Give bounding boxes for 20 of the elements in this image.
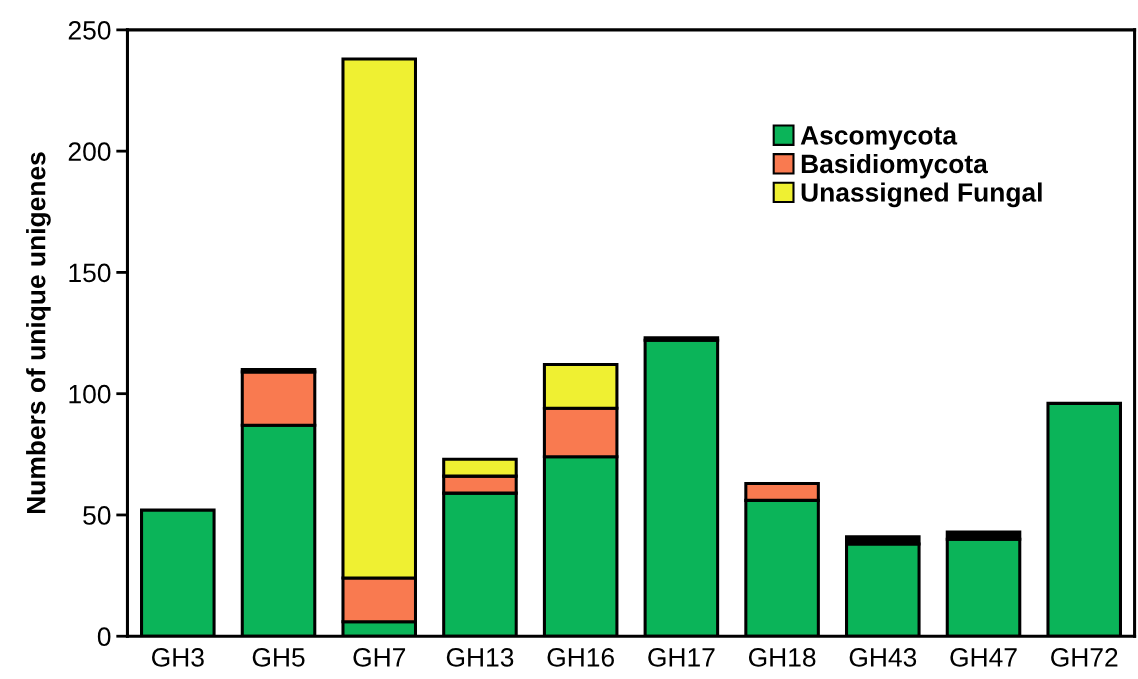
x-tick-label: GH47 <box>950 648 1017 667</box>
x-tick-label: GH43 <box>849 648 917 667</box>
legend-label: Unassigned Fungal <box>801 182 1042 208</box>
legend-label: Basidiomycota <box>801 153 988 179</box>
y-tick-label: 150 <box>69 263 111 283</box>
y-axis-title: Numbers of unique unigenes <box>26 152 51 514</box>
x-tick-label: GH13 <box>446 648 514 667</box>
x-tick-label: GH7 <box>353 648 406 667</box>
y-tick-label: 50 <box>83 506 111 525</box>
x-tick-label: GH16 <box>547 648 614 667</box>
x-tick-label: GH18 <box>748 648 816 667</box>
x-tick-label: GH17 <box>648 648 715 667</box>
x-tick-label: GH72 <box>1051 648 1118 667</box>
x-tick-label: GH3 <box>152 648 204 667</box>
y-tick-label: 0 <box>97 627 111 647</box>
x-tick-label: GH5 <box>252 648 305 667</box>
legend-label: Ascomycota <box>800 126 958 150</box>
y-tick-label: 200 <box>68 142 111 161</box>
y-tick-label: 250 <box>68 21 111 40</box>
y-tick-label: 100 <box>69 384 111 404</box>
